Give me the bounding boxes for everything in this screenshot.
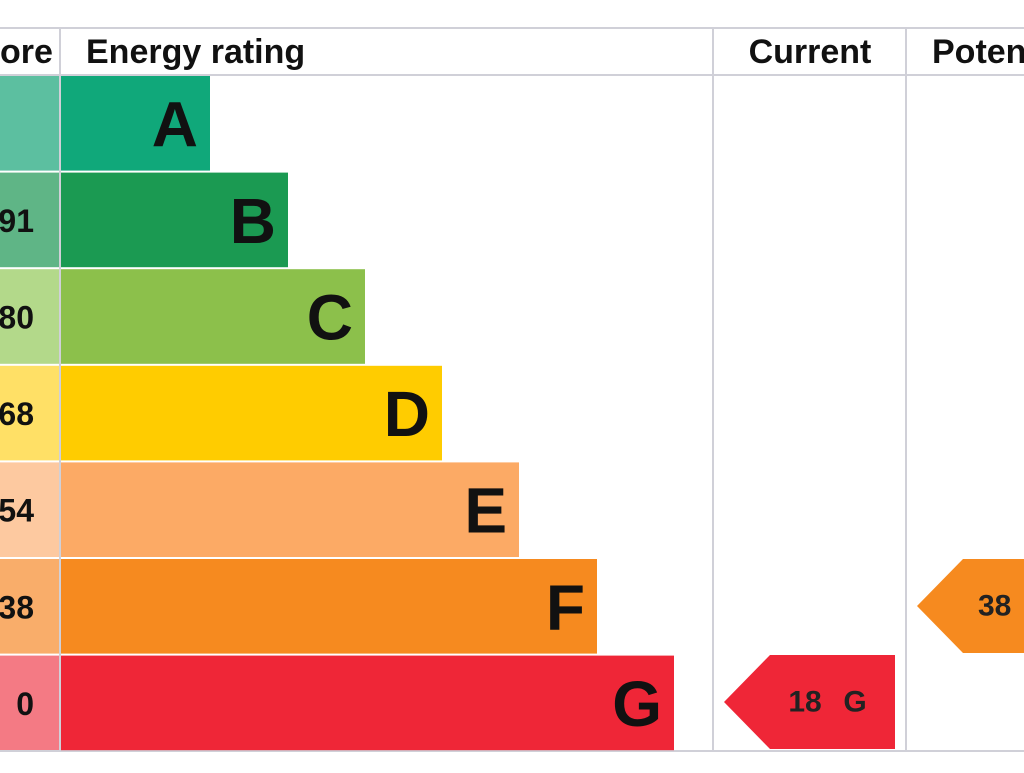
band-bar	[61, 76, 210, 171]
band-letter: D	[384, 378, 430, 450]
header-score: ore	[0, 33, 53, 71]
score-cell	[0, 269, 60, 364]
current-band: G	[843, 686, 866, 719]
band-letter: G	[612, 668, 662, 740]
potential-arrow	[917, 559, 1024, 653]
band-bar	[61, 269, 365, 364]
score-range: 54	[0, 493, 34, 529]
score-cell	[0, 655, 60, 751]
band-letter: E	[464, 475, 507, 547]
band-bar	[61, 559, 597, 654]
score-cell	[0, 559, 60, 654]
band-letter: A	[152, 88, 198, 160]
band-bar	[61, 172, 288, 268]
score-cell	[0, 172, 60, 268]
score-range: 38	[0, 589, 34, 625]
score-cell	[0, 76, 60, 171]
header-current: Current	[749, 33, 872, 71]
score-range: 91	[0, 203, 34, 239]
score-cell	[0, 462, 60, 557]
score-range: 0	[16, 686, 34, 722]
current-score: 18	[788, 686, 821, 719]
potential-score: 38	[978, 590, 1011, 623]
band-letter: C	[307, 282, 353, 354]
score-range: 80	[0, 300, 34, 336]
header-rating: Energy rating	[86, 33, 305, 71]
band-letter: B	[230, 185, 276, 257]
header-potential: Poten	[932, 33, 1024, 71]
score-range: 68	[0, 396, 34, 432]
band-letter: F	[546, 571, 585, 643]
current-arrow	[724, 655, 895, 749]
band-bar	[61, 365, 442, 461]
band-bar	[61, 462, 519, 557]
band-bar	[61, 655, 674, 751]
score-cell	[0, 365, 60, 461]
